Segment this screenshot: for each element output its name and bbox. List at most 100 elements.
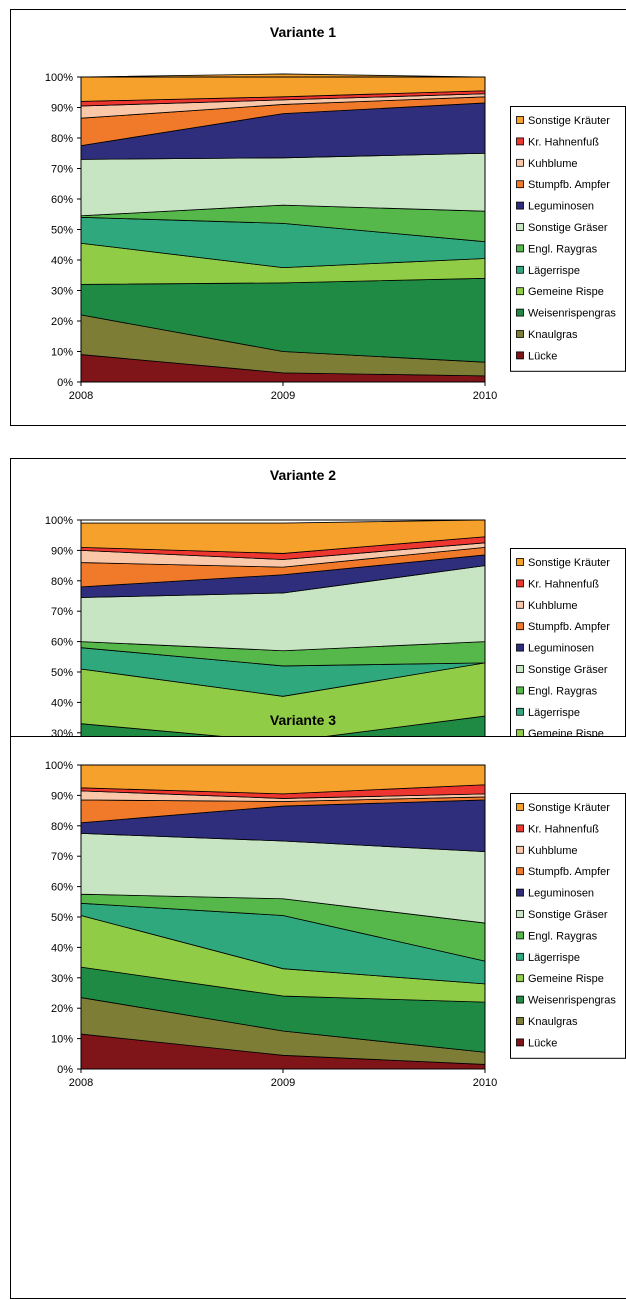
legend-label-kuhblume: Kuhblume	[528, 158, 578, 170]
legend-swatch-stumpfb-ampfer	[516, 867, 524, 876]
legend-swatch-sonstige-kraeuter	[516, 803, 524, 811]
y-tick-label: 40%	[51, 942, 73, 954]
y-tick-label: 90%	[51, 545, 73, 557]
legend-swatch-sonstige-graeser	[516, 910, 524, 918]
legend-swatch-kr-hahnenfuss	[516, 579, 524, 588]
legend-swatch-engl-raygras	[516, 686, 524, 695]
legend-label-kr-hahnenfuss: Kr. Hahnenfuß	[528, 578, 599, 590]
chart-title: Variante 2	[270, 467, 336, 483]
y-tick-label: 40%	[51, 697, 73, 709]
y-tick-label: 60%	[51, 882, 73, 894]
legend-box	[510, 793, 626, 1059]
legend-swatch-kuhblume	[516, 845, 524, 854]
legend-label-sonstige-graeser: Sonstige Gräser	[528, 222, 608, 234]
legend-swatch-leguminosen	[516, 888, 524, 897]
legend-swatch-laegerrispe	[516, 265, 524, 274]
legend-label-luecke: Lücke	[528, 1037, 557, 1049]
legend-label-kr-hahnenfuss: Kr. Hahnenfuß	[528, 136, 599, 148]
y-tick-label: 50%	[51, 667, 73, 679]
legend-swatch-sonstige-graeser	[516, 665, 524, 673]
legend-swatch-laegerrispe	[516, 707, 524, 716]
legend-label-sonstige-kraeuter: Sonstige Kräuter	[528, 802, 610, 814]
y-tick-label: 30%	[51, 973, 73, 985]
y-tick-label: 60%	[51, 194, 73, 206]
legend-label-laegerrispe: Lägerrispe	[528, 952, 580, 964]
y-tick-label: 80%	[51, 821, 73, 833]
legend-label-leguminosen: Leguminosen	[528, 201, 594, 213]
legend-swatch-engl-raygras	[516, 931, 524, 940]
legend-label-leguminosen: Leguminosen	[528, 643, 594, 655]
y-tick-label: 10%	[51, 347, 73, 359]
legend-label-sonstige-kraeuter: Sonstige Kräuter	[528, 115, 610, 127]
legend-label-kr-hahnenfuss: Kr. Hahnenfuß	[528, 823, 599, 835]
legend-swatch-knaulgras	[516, 330, 524, 338]
legend-label-sonstige-kraeuter: Sonstige Kräuter	[528, 557, 610, 569]
legend-label-sonstige-graeser: Sonstige Gräser	[528, 909, 608, 921]
legend-swatch-weisenrispengras	[516, 995, 524, 1004]
legend-swatch-gemeine-rispe	[516, 287, 524, 296]
legend-swatch-gemeine-rispe	[516, 729, 524, 738]
legend-swatch-sonstige-kraeuter	[516, 116, 524, 124]
legend-swatch-luecke	[516, 1038, 524, 1047]
legend-swatch-leguminosen	[516, 201, 524, 210]
x-tick-label: 2009	[271, 1077, 295, 1089]
legend-label-laegerrispe: Lägerrispe	[528, 265, 580, 277]
legend-box	[510, 106, 626, 372]
y-tick-label: 90%	[51, 790, 73, 802]
legend-swatch-leguminosen	[516, 643, 524, 652]
legend-swatch-knaulgras	[516, 1017, 524, 1025]
y-tick-label: 30%	[51, 286, 73, 298]
legend-label-engl-raygras: Engl. Raygras	[528, 685, 598, 697]
y-tick-label: 100%	[45, 515, 73, 527]
legend-swatch-engl-raygras	[516, 244, 524, 253]
y-tick-label: 70%	[51, 606, 73, 618]
legend-label-leguminosen: Leguminosen	[528, 888, 594, 900]
x-tick-label: 2008	[69, 1077, 93, 1089]
legend: Sonstige Kräuter Kr. Hahnenfuß Kuhblume Stu…	[510, 793, 626, 1059]
x-tick-label: 2008	[69, 390, 93, 402]
y-tick-label: 40%	[51, 255, 73, 267]
y-tick-label: 10%	[51, 1034, 73, 1046]
chart-panel-1: Variante 1 0% 10% 20% 30% 40% 50% 60% 70% 80% 90% 1…	[10, 9, 626, 426]
legend-label-knaulgras: Knaulgras	[528, 1016, 578, 1028]
legend-label-stumpfb-ampfer: Stumpfb. Ampfer	[528, 866, 610, 878]
chart-title: Variante 1	[270, 24, 336, 40]
y-tick-label: 20%	[51, 1003, 73, 1015]
legend-label-engl-raygras: Engl. Raygras	[528, 243, 598, 255]
y-tick-label: 60%	[51, 637, 73, 649]
legend-swatch-kuhblume	[516, 600, 524, 609]
legend-label-luecke: Lücke	[528, 350, 557, 362]
legend-swatch-luecke	[516, 351, 524, 360]
legend-swatch-sonstige-graeser	[516, 223, 524, 231]
legend-swatch-kr-hahnenfuss	[516, 824, 524, 833]
legend-swatch-kuhblume	[516, 158, 524, 167]
y-tick-label: 0%	[57, 377, 73, 389]
legend: Sonstige Kräuter Kr. Hahnenfuß Kuhblume Stu…	[510, 106, 626, 372]
legend-label-knaulgras: Knaulgras	[528, 329, 578, 341]
chart-panel-3: Variante 3 0% 10% 20% 30% 40% 50% 60% 70% 80% 90% 1…	[10, 712, 626, 1299]
y-tick-label: 70%	[51, 851, 73, 863]
legend-label-weisenrispengras: Weisenrispengras	[528, 995, 616, 1007]
legend-swatch-sonstige-kraeuter	[516, 558, 524, 566]
legend-swatch-laegerrispe	[516, 952, 524, 961]
y-tick-label: 0%	[57, 1064, 73, 1076]
legend-label-laegerrispe: Lägerrispe	[528, 707, 580, 719]
legend-swatch-gemeine-rispe	[516, 974, 524, 983]
y-tick-label: 80%	[51, 576, 73, 588]
legend-swatch-kr-hahnenfuss	[516, 137, 524, 146]
y-tick-label: 50%	[51, 225, 73, 237]
x-tick-label: 2010	[473, 1077, 497, 1089]
legend-label-stumpfb-ampfer: Stumpfb. Ampfer	[528, 621, 610, 633]
legend-label-kuhblume: Kuhblume	[528, 600, 578, 612]
legend-label-gemeine-rispe: Gemeine Rispe	[528, 286, 604, 298]
y-tick-label: 70%	[51, 164, 73, 176]
legend-label-weisenrispengras: Weisenrispengras	[528, 308, 616, 320]
y-tick-label: 80%	[51, 133, 73, 145]
legend-swatch-stumpfb-ampfer	[516, 180, 524, 189]
chart-title: Variante 3	[270, 712, 336, 728]
legend-swatch-weisenrispengras	[516, 308, 524, 317]
y-tick-label: 90%	[51, 103, 73, 115]
y-tick-label: 20%	[51, 316, 73, 328]
legend-label-engl-raygras: Engl. Raygras	[528, 930, 598, 942]
